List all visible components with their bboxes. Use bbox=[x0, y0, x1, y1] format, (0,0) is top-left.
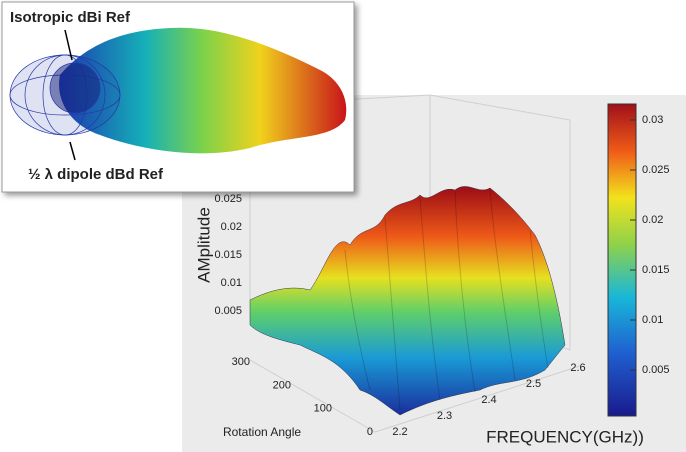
colorbar-tick-label: 0.03 bbox=[642, 114, 663, 126]
colorbar-tick-label: 0.015 bbox=[642, 264, 670, 276]
x-axis-label: FREQUENCY(GHz)) bbox=[486, 427, 644, 446]
inset-label: ½ λ dipole dBd Ref bbox=[28, 166, 164, 183]
colorbar-tick-label: 0.02 bbox=[642, 214, 663, 226]
colorbar-tick-label: 0.005 bbox=[642, 364, 670, 376]
y-tick-label: 300 bbox=[232, 356, 250, 368]
pattern-blob bbox=[59, 27, 347, 154]
y-tick-label: 0 bbox=[367, 426, 373, 438]
x-tick-label: 2.6 bbox=[570, 362, 585, 374]
z-axis-label: AMplitude bbox=[194, 207, 213, 283]
pointer bbox=[64, 29, 73, 61]
z-tick-label: 0.015 bbox=[214, 249, 242, 261]
x-tick-label: 2.4 bbox=[481, 394, 496, 406]
y-tick-label: 100 bbox=[314, 403, 332, 415]
colorbar-tick-label: 0.025 bbox=[642, 164, 670, 176]
pointer bbox=[69, 141, 76, 161]
x-tick-label: 2.3 bbox=[437, 410, 452, 422]
y-axis-label: Rotation Angle bbox=[223, 425, 301, 439]
dipole-mesh bbox=[9, 54, 121, 136]
y-tick-label: 200 bbox=[273, 379, 291, 391]
z-tick-label: 0.02 bbox=[221, 221, 242, 233]
colorbar-tick-label: 0.01 bbox=[642, 314, 663, 326]
colorbar bbox=[607, 103, 637, 417]
x-tick-label: 2.5 bbox=[526, 378, 541, 390]
z-tick-label: 0.01 bbox=[221, 277, 242, 289]
z-tick-label: 0.005 bbox=[214, 305, 242, 317]
surface-ridges bbox=[344, 189, 549, 411]
z-tick-label: 0.025 bbox=[214, 193, 242, 205]
surface bbox=[249, 186, 566, 416]
x-tick-label: 2.2 bbox=[392, 426, 407, 438]
inset-label: Isotropic dBi Ref bbox=[10, 9, 131, 26]
